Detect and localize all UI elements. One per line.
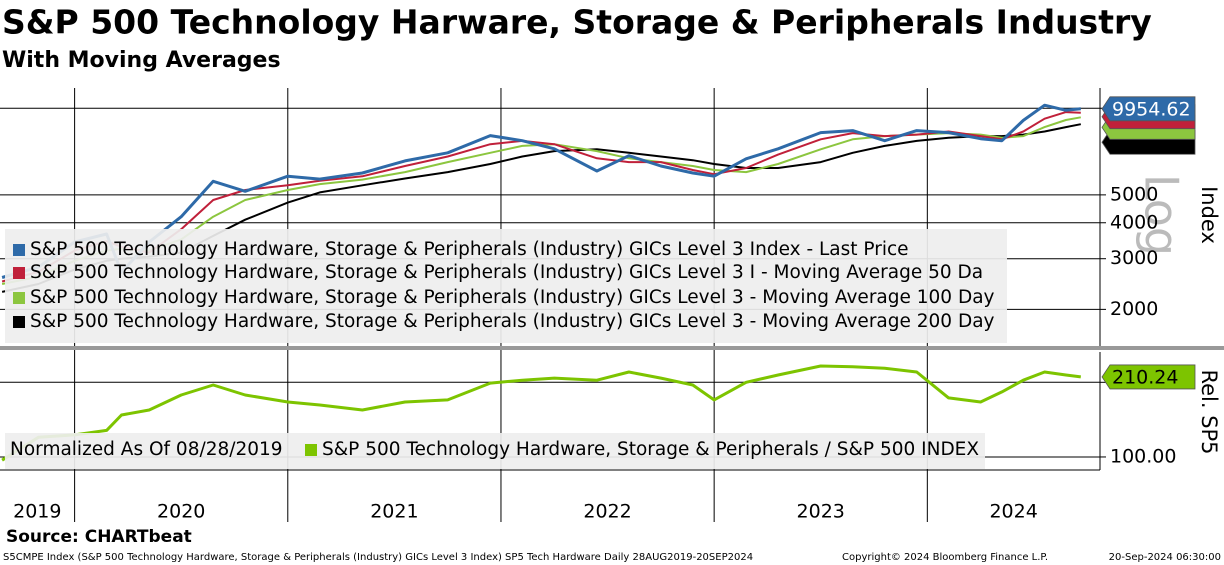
x-tick-label: 2019 [13,501,61,523]
y-tick-label: 5000 [1110,183,1158,205]
legend-label: S&P 500 Technology Hardware, Storage & P… [30,287,995,308]
y-tick-label: 3000 [1110,247,1158,269]
legend-box [5,433,985,469]
last-value-label: 9954.62 [1112,98,1191,120]
chart-title: S&P 500 Technology Harware, Storage & Pe… [2,3,1152,42]
legend-label: S&P 500 Technology Hardware, Storage & P… [30,262,983,283]
last-value-box [1101,96,1196,122]
y-tick-label: 100.00 [1110,445,1176,467]
last-value-box [1101,364,1196,390]
series-line [1,364,1081,462]
legend-label: S&P 500 Technology Hardware, Storage & P… [322,439,979,460]
x-tick-label: 2020 [157,501,205,523]
legend-swatch [305,444,317,456]
legend-swatch [13,316,25,328]
legend-label: S&P 500 Technology Hardware, Storage & P… [30,239,909,260]
legend-swatch [13,267,25,279]
x-tick-label: 2022 [583,501,631,523]
y-axis-label: Rel. SP5 [1197,369,1221,454]
y-axis-label: Index [1197,186,1221,244]
series-line [1,103,1081,279]
x-tick-label: 2023 [797,501,845,523]
legend-swatch [13,292,25,304]
legend-box [5,229,1007,343]
y-tick-label: 4000 [1110,211,1158,233]
footer-left: S5CMPE Index (S&P 500 Technology Hardwar… [3,552,753,563]
legend-note: Normalized As Of 08/28/2019 [10,439,283,460]
source: Source: CHARTbeat [6,527,192,547]
chart-subtitle: With Moving Averages [2,48,281,73]
x-tick-label: 2024 [989,501,1037,523]
scale-watermark: Log [1135,174,1189,256]
legend-swatch [13,244,25,256]
x-tick-label: 2021 [370,501,418,523]
legend-label: S&P 500 Technology Hardware, Storage & P… [30,311,995,332]
y-tick-label: 2000 [1110,298,1158,320]
last-value-label: 210.24 [1112,366,1178,388]
footer-right: 20-Sep-2024 06:30:00 [1109,552,1221,563]
footer-center: Copyright© 2024 Bloomberg Finance L.P. [842,552,1048,563]
